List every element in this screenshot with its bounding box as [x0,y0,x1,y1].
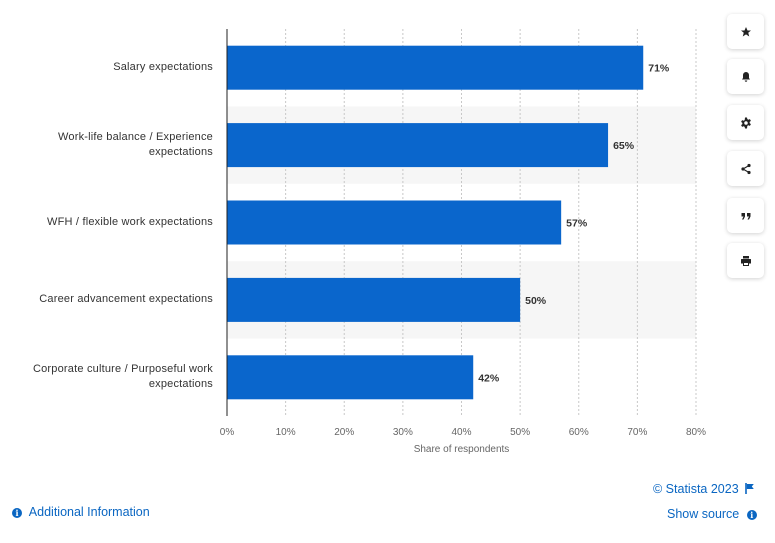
category-label-line: Salary expectations [113,61,213,74]
copyright-link[interactable]: © Statista 2023 [653,482,755,496]
settings-button[interactable] [727,105,764,140]
bell-icon [741,71,750,82]
category-label: WFH / flexible work expectations [8,215,213,230]
info-icon: i [746,509,757,520]
bar-chart: 0% 10% 20% 30% 40% 50% 60% 70% 80% Share of respo… [8,29,706,455]
share-button[interactable] [727,151,764,186]
x-tick-label: 30% [393,427,413,438]
category-label-line: expectations [148,146,213,159]
print-button[interactable] [727,243,764,278]
data-label: 50% [525,295,547,307]
show-source-text: Show source [667,507,740,521]
category-label-line: expectations [148,378,213,391]
bar [227,200,562,245]
x-tick-label: 70% [627,427,647,438]
info-icon: i [12,507,22,518]
x-tick-label: 60% [569,427,589,438]
category-label-line: Career advancement expectations [39,293,213,306]
notification-button[interactable] [727,59,764,94]
data-label: 71% [648,63,670,75]
x-tick-label: 0% [220,427,235,438]
share-icon [740,163,751,174]
cite-button[interactable] [727,198,764,233]
category-label: Salary expectations [8,60,213,75]
additional-information-text: Additional Information [28,505,150,519]
category-label-line: Corporate culture / Purposeful work [32,363,213,376]
bar [227,277,521,322]
chart-canvas: 0% 10% 20% 30% 40% 50% 60% 70% 80% Share of respo… [220,29,706,455]
x-axis-title: Share of respondents [414,444,510,455]
category-label: Corporate culture / Purposeful work expec… [8,362,213,392]
x-tick-label: 50% [510,427,530,438]
quote-icon [741,212,750,219]
star-icon [740,26,751,36]
copyright-text: © Statista 2023 [653,482,739,496]
x-tick-label: 40% [451,427,471,438]
category-label-line: Work-life balance / Experience [58,131,213,144]
data-label: 42% [478,372,500,384]
x-tick-label: 10% [276,427,296,438]
print-icon [740,255,751,266]
category-label: Work-life balance / Experience expectatio… [8,130,213,160]
bar [227,45,644,90]
x-tick-label: 20% [334,427,354,438]
data-label: 65% [613,140,635,152]
data-label: 57% [566,218,588,230]
gear-icon [740,117,751,128]
additional-information-link[interactable]: i Additional Information [12,505,150,519]
flag-icon [745,483,754,494]
bar [227,355,474,400]
bar [227,123,609,168]
show-source-link[interactable]: Show source i [667,507,757,521]
category-label: Career advancement expectations [8,292,213,307]
x-tick-label: 80% [686,427,706,438]
favorite-button[interactable] [727,14,764,49]
category-label-line: WFH / flexible work expectations [47,216,213,228]
